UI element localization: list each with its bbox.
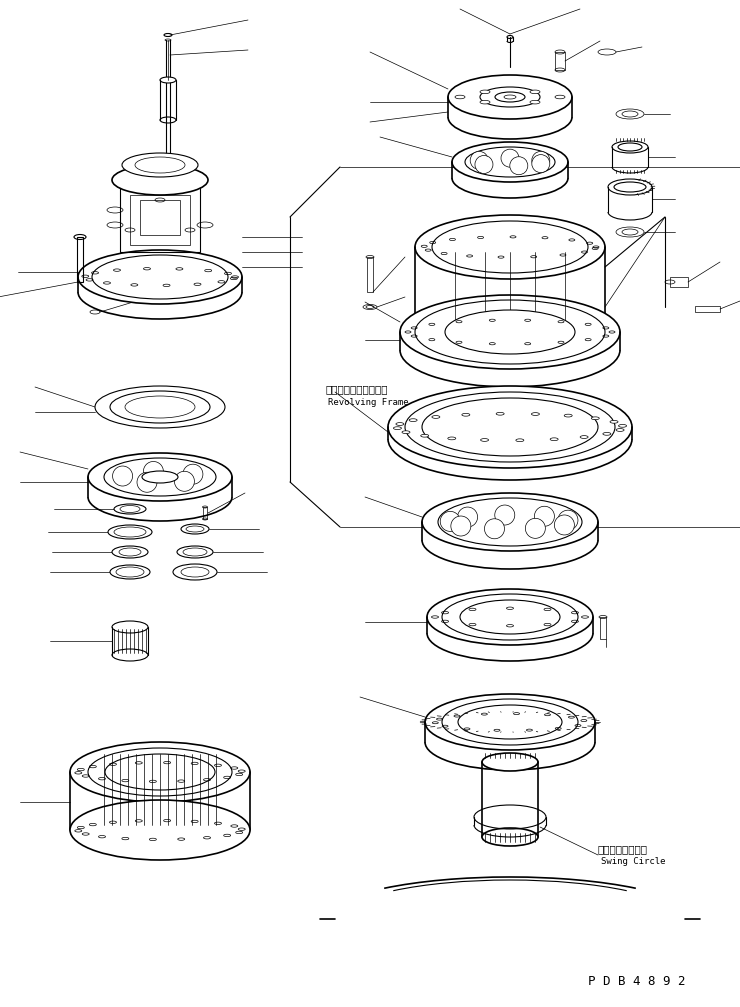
Circle shape <box>457 508 477 527</box>
Ellipse shape <box>402 431 410 434</box>
Circle shape <box>558 511 578 531</box>
Ellipse shape <box>580 436 588 438</box>
Text: スイングサークル: スイングサークル <box>598 844 648 854</box>
Circle shape <box>532 151 550 169</box>
Ellipse shape <box>396 423 404 425</box>
Circle shape <box>485 519 505 539</box>
Bar <box>600 617 606 639</box>
Ellipse shape <box>452 142 568 182</box>
Text: Revolving Frame: Revolving Frame <box>328 398 408 407</box>
Ellipse shape <box>550 438 558 441</box>
Ellipse shape <box>480 101 490 104</box>
Ellipse shape <box>480 90 490 94</box>
Ellipse shape <box>422 493 598 551</box>
Circle shape <box>144 461 164 481</box>
Ellipse shape <box>70 800 250 860</box>
Circle shape <box>112 466 132 486</box>
Ellipse shape <box>388 386 632 468</box>
Ellipse shape <box>458 705 562 739</box>
Ellipse shape <box>455 96 465 99</box>
Ellipse shape <box>114 504 146 514</box>
Circle shape <box>451 516 471 536</box>
Bar <box>670 277 688 287</box>
Circle shape <box>175 471 195 491</box>
Circle shape <box>554 515 574 535</box>
Ellipse shape <box>394 427 401 430</box>
Ellipse shape <box>432 416 440 418</box>
Circle shape <box>501 149 519 167</box>
Ellipse shape <box>110 565 150 579</box>
Ellipse shape <box>482 828 538 846</box>
Ellipse shape <box>160 77 176 83</box>
Ellipse shape <box>432 221 588 273</box>
Bar <box>555 52 565 70</box>
Ellipse shape <box>482 753 538 771</box>
Ellipse shape <box>448 437 456 440</box>
Bar <box>120 182 200 252</box>
Ellipse shape <box>603 432 610 435</box>
Bar <box>203 507 207 519</box>
Circle shape <box>534 507 554 527</box>
Ellipse shape <box>480 87 540 107</box>
Text: レボルビングフレーム: レボルビングフレーム <box>325 384 388 394</box>
Ellipse shape <box>460 600 560 634</box>
Ellipse shape <box>531 413 539 416</box>
Ellipse shape <box>415 215 605 279</box>
Circle shape <box>183 464 203 484</box>
Ellipse shape <box>70 742 250 802</box>
Ellipse shape <box>95 386 225 428</box>
Ellipse shape <box>112 165 208 195</box>
Circle shape <box>137 472 157 492</box>
Ellipse shape <box>530 101 540 104</box>
Ellipse shape <box>112 621 148 633</box>
Ellipse shape <box>496 412 504 415</box>
Ellipse shape <box>555 96 565 99</box>
Ellipse shape <box>610 420 618 423</box>
Ellipse shape <box>105 754 215 790</box>
Bar <box>695 306 720 312</box>
Ellipse shape <box>122 153 198 177</box>
Bar <box>130 195 190 245</box>
Circle shape <box>532 155 550 172</box>
Bar <box>140 200 180 235</box>
Ellipse shape <box>88 453 232 501</box>
Ellipse shape <box>462 413 470 416</box>
Circle shape <box>510 157 528 175</box>
Text: P D B 4 8 9 2: P D B 4 8 9 2 <box>588 975 685 988</box>
Ellipse shape <box>591 417 599 420</box>
Ellipse shape <box>427 589 593 645</box>
Ellipse shape <box>421 434 428 437</box>
Circle shape <box>475 155 493 173</box>
Text: Swing Circle: Swing Circle <box>601 857 665 866</box>
Circle shape <box>440 512 460 532</box>
Circle shape <box>470 151 488 169</box>
Ellipse shape <box>173 564 217 580</box>
Ellipse shape <box>409 419 417 422</box>
Ellipse shape <box>181 524 209 534</box>
Ellipse shape <box>142 471 178 483</box>
Ellipse shape <box>177 546 213 558</box>
Ellipse shape <box>448 75 572 119</box>
Bar <box>367 257 373 292</box>
Bar <box>77 237 83 282</box>
Ellipse shape <box>125 396 195 418</box>
Ellipse shape <box>400 295 620 369</box>
Ellipse shape <box>422 398 598 456</box>
Ellipse shape <box>619 424 627 427</box>
Ellipse shape <box>530 90 540 94</box>
Ellipse shape <box>516 439 524 442</box>
Ellipse shape <box>112 546 148 558</box>
Ellipse shape <box>425 694 595 750</box>
Circle shape <box>495 506 515 525</box>
Ellipse shape <box>445 310 575 354</box>
Ellipse shape <box>480 439 488 441</box>
Ellipse shape <box>108 525 152 539</box>
Circle shape <box>525 519 545 539</box>
Ellipse shape <box>465 147 555 177</box>
Ellipse shape <box>564 414 572 417</box>
Ellipse shape <box>78 250 242 304</box>
Ellipse shape <box>616 429 624 431</box>
